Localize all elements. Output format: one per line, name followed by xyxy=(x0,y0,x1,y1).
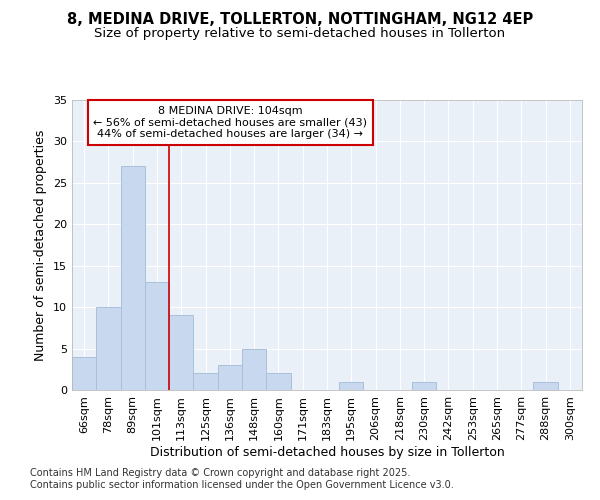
Text: 8 MEDINA DRIVE: 104sqm
← 56% of semi-detached houses are smaller (43)
44% of sem: 8 MEDINA DRIVE: 104sqm ← 56% of semi-det… xyxy=(93,106,367,139)
Bar xyxy=(96,307,121,390)
Text: 8, MEDINA DRIVE, TOLLERTON, NOTTINGHAM, NG12 4EP: 8, MEDINA DRIVE, TOLLERTON, NOTTINGHAM, … xyxy=(67,12,533,28)
Y-axis label: Number of semi-detached properties: Number of semi-detached properties xyxy=(34,130,47,360)
Bar xyxy=(121,166,145,390)
Bar xyxy=(193,374,218,390)
Bar xyxy=(169,316,193,390)
Bar xyxy=(218,365,242,390)
Bar xyxy=(412,382,436,390)
Bar xyxy=(266,374,290,390)
Bar xyxy=(339,382,364,390)
Bar xyxy=(72,357,96,390)
Text: Size of property relative to semi-detached houses in Tollerton: Size of property relative to semi-detach… xyxy=(94,28,506,40)
Text: Contains HM Land Registry data © Crown copyright and database right 2025.
Contai: Contains HM Land Registry data © Crown c… xyxy=(30,468,454,490)
X-axis label: Distribution of semi-detached houses by size in Tollerton: Distribution of semi-detached houses by … xyxy=(149,446,505,458)
Bar xyxy=(145,282,169,390)
Bar xyxy=(533,382,558,390)
Bar xyxy=(242,348,266,390)
